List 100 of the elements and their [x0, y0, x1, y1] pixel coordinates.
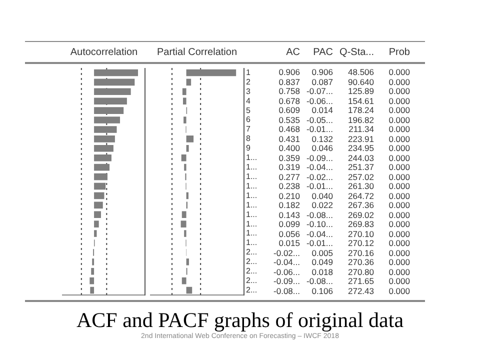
bar [94, 173, 108, 180]
data-label: -0.01... [306, 124, 333, 134]
data-label: 0.837 [278, 76, 300, 87]
data-label: 0.132 [312, 134, 333, 144]
text: 272.43 [347, 286, 374, 296]
bar [94, 202, 103, 209]
bar [94, 98, 127, 105]
text: 251.37 [347, 162, 374, 172]
data-label: 0.210 [278, 190, 300, 201]
text: 0.000 [388, 76, 410, 86]
text: 257.02 [347, 172, 374, 182]
data-label: 0.535 [278, 114, 300, 125]
bar [186, 258, 189, 266]
bar [181, 154, 186, 162]
data-label: -0.08... [306, 210, 333, 220]
text: 0.000 [388, 114, 410, 124]
y-tick-label: 2... [246, 257, 258, 266]
y-tick-label: 2... [246, 285, 258, 294]
data-label: -0.09... [306, 152, 333, 162]
data-label: 0.014 [312, 105, 333, 115]
text: 0.000 [388, 190, 410, 200]
text: 0.000 [388, 67, 410, 77]
text: 154.61 [347, 96, 374, 106]
text: 270.12 [347, 238, 374, 248]
text: PAC [313, 47, 333, 58]
data-label: 0.609 [278, 105, 300, 116]
data-label: 0.040 [312, 190, 333, 200]
text: 0.000 [388, 266, 410, 276]
text: 48.506 [347, 67, 374, 78]
data-label: 0.087 [312, 76, 333, 86]
data-label: -0.08... [272, 286, 300, 296]
data-label: 0.678 [278, 96, 300, 106]
y-tick-label: 2... [246, 266, 258, 276]
bar [90, 277, 94, 284]
bar [94, 182, 106, 190]
y-tick-label: 9 [246, 144, 251, 153]
data-label: -0.02... [306, 172, 333, 182]
text: 0.000 [388, 228, 410, 238]
text: 0.000 [388, 143, 410, 153]
bar [94, 220, 99, 228]
data-label: -0.04... [272, 257, 300, 268]
data-label: -0.06... [272, 266, 300, 277]
text: 267.36 [347, 200, 374, 210]
data-label: 0.431 [278, 134, 300, 144]
bar [94, 78, 135, 86]
data-label: -0.06... [306, 96, 333, 106]
y-tick-label: 1... [246, 228, 258, 238]
text: 0.000 [388, 286, 410, 296]
bar [94, 164, 110, 171]
text: 269.02 [347, 210, 374, 220]
y-tick-label: 1 [246, 68, 251, 77]
text: 270.80 [347, 266, 374, 277]
text: 0.000 [388, 152, 410, 162]
bar [186, 136, 194, 142]
text: 125.89 [347, 86, 374, 96]
data-label: 0.906 [312, 67, 333, 77]
text: 0.000 [388, 200, 410, 210]
text: 270.36 [347, 257, 374, 268]
bar [94, 88, 131, 96]
y-tick-label: 1... [246, 219, 258, 228]
y-tick-label: 1... [246, 238, 258, 248]
text: 0.000 [388, 124, 410, 134]
text: 264.72 [347, 190, 374, 201]
y-tick-label: 1... [246, 190, 258, 200]
data-label: -0.04... [306, 228, 333, 238]
data-label: 0.277 [278, 172, 300, 182]
text: 0.000 [388, 219, 410, 229]
data-label: -0.08... [306, 276, 333, 286]
bar [94, 126, 117, 133]
data-label: -0.02... [272, 248, 300, 258]
data-label: 0.400 [278, 143, 300, 154]
data-label: 0.143 [278, 210, 300, 220]
bar [94, 116, 120, 124]
data-label: 0.182 [278, 200, 300, 210]
text: 90.640 [347, 76, 374, 87]
text: 234.95 [347, 143, 374, 154]
data-label: -0.05... [306, 114, 333, 124]
bar [182, 277, 186, 284]
chart-title: Partial Correlation [156, 47, 238, 58]
text: Q-Sta... [338, 47, 374, 58]
bar [94, 230, 97, 237]
bar [91, 268, 94, 275]
y-tick-label: 1... [246, 162, 258, 172]
data-label: 0.238 [278, 181, 300, 192]
data-label: 0.468 [278, 124, 300, 134]
y-tick-label: 3 [246, 86, 251, 96]
y-tick-label: 8 [246, 134, 251, 144]
data-label: 0.018 [312, 266, 333, 276]
bar [94, 192, 104, 200]
data-label: 0.758 [278, 86, 300, 96]
text: 271.65 [347, 276, 374, 286]
y-tick-label: 4 [246, 96, 251, 106]
data-label: -0.09... [272, 276, 300, 286]
text: 0.000 [388, 134, 410, 144]
text: 178.24 [347, 105, 374, 116]
bar [94, 69, 138, 76]
y-tick-label: 6 [246, 115, 251, 124]
y-tick-label: 1... [246, 172, 258, 181]
text: 0.000 [388, 162, 410, 172]
data-label: -0.07... [306, 86, 333, 96]
